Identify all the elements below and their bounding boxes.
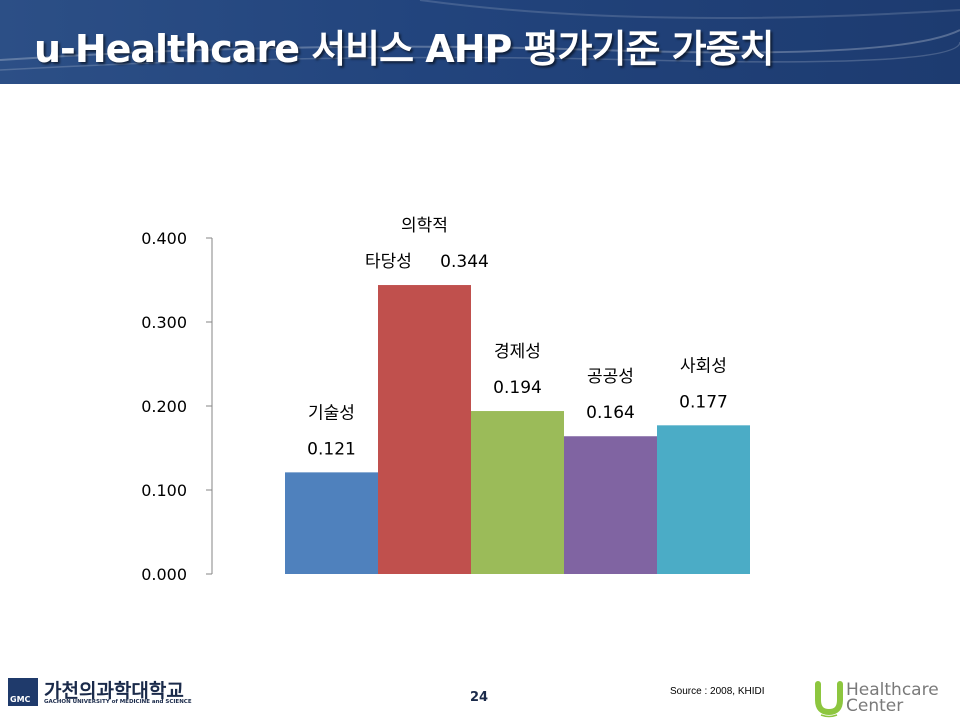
title-banner: u-Healthcare 서비스 AHP 평가기준 가중치: [0, 0, 960, 84]
bar-3: [471, 411, 564, 574]
y-axis: 0.000 0.100 0.200 0.300 0.400: [141, 229, 213, 584]
healthcare-center-logo: Healthcare Center: [812, 680, 957, 718]
school-name-korean: 가천의과학대학교: [44, 680, 184, 702]
bar-chart: 0.000 0.100 0.200 0.300 0.400 기술성 0.121 의학적타당성…: [141, 216, 750, 584]
value-label: 0.121: [307, 439, 356, 459]
y-tick-label: 0.400: [141, 229, 187, 248]
category-label: 공공성: [587, 367, 634, 387]
value-label: 0.194: [493, 378, 542, 398]
y-tick-label: 0.200: [141, 397, 187, 416]
category-label: 타당성: [365, 252, 412, 272]
bar-5: [657, 425, 750, 574]
bars: [285, 285, 750, 574]
category-label: 사회성: [680, 356, 727, 376]
center-logo-line2: Center: [846, 696, 904, 716]
page-title: u-Healthcare 서비스 AHP 평가기준 가중치: [34, 27, 775, 71]
u-logo-icon: [815, 681, 843, 718]
school-emblem-icon: GMC: [8, 678, 38, 706]
bar-1: [285, 472, 378, 574]
y-tick-label: 0.100: [141, 481, 187, 500]
school-logo-abbr: GMC: [10, 695, 31, 704]
value-label: 0.164: [586, 403, 635, 423]
y-tick-label: 0.000: [141, 565, 187, 584]
value-label: 0.177: [679, 392, 728, 412]
page-number: 24: [470, 690, 489, 705]
banner-swoosh-graphic: [0, 0, 960, 71]
bar-2: [378, 285, 471, 574]
y-tick-label: 0.300: [141, 313, 187, 332]
school-name-english: GACHON UNIVERSITY of MEDICINE and SCIENC…: [44, 699, 192, 705]
category-label: 기술성: [308, 403, 355, 423]
category-label: 의학적: [401, 216, 448, 236]
school-logo: GMC 가천의과학대학교 GACHON UNIVERSITY of MEDICI…: [8, 676, 198, 710]
bar-4: [564, 436, 657, 574]
source-citation: Source : 2008, KHIDI: [670, 686, 765, 697]
category-label: 경제성: [494, 342, 541, 362]
center-logo-line1: Healthcare: [846, 680, 939, 700]
value-label: 0.344: [440, 252, 489, 272]
